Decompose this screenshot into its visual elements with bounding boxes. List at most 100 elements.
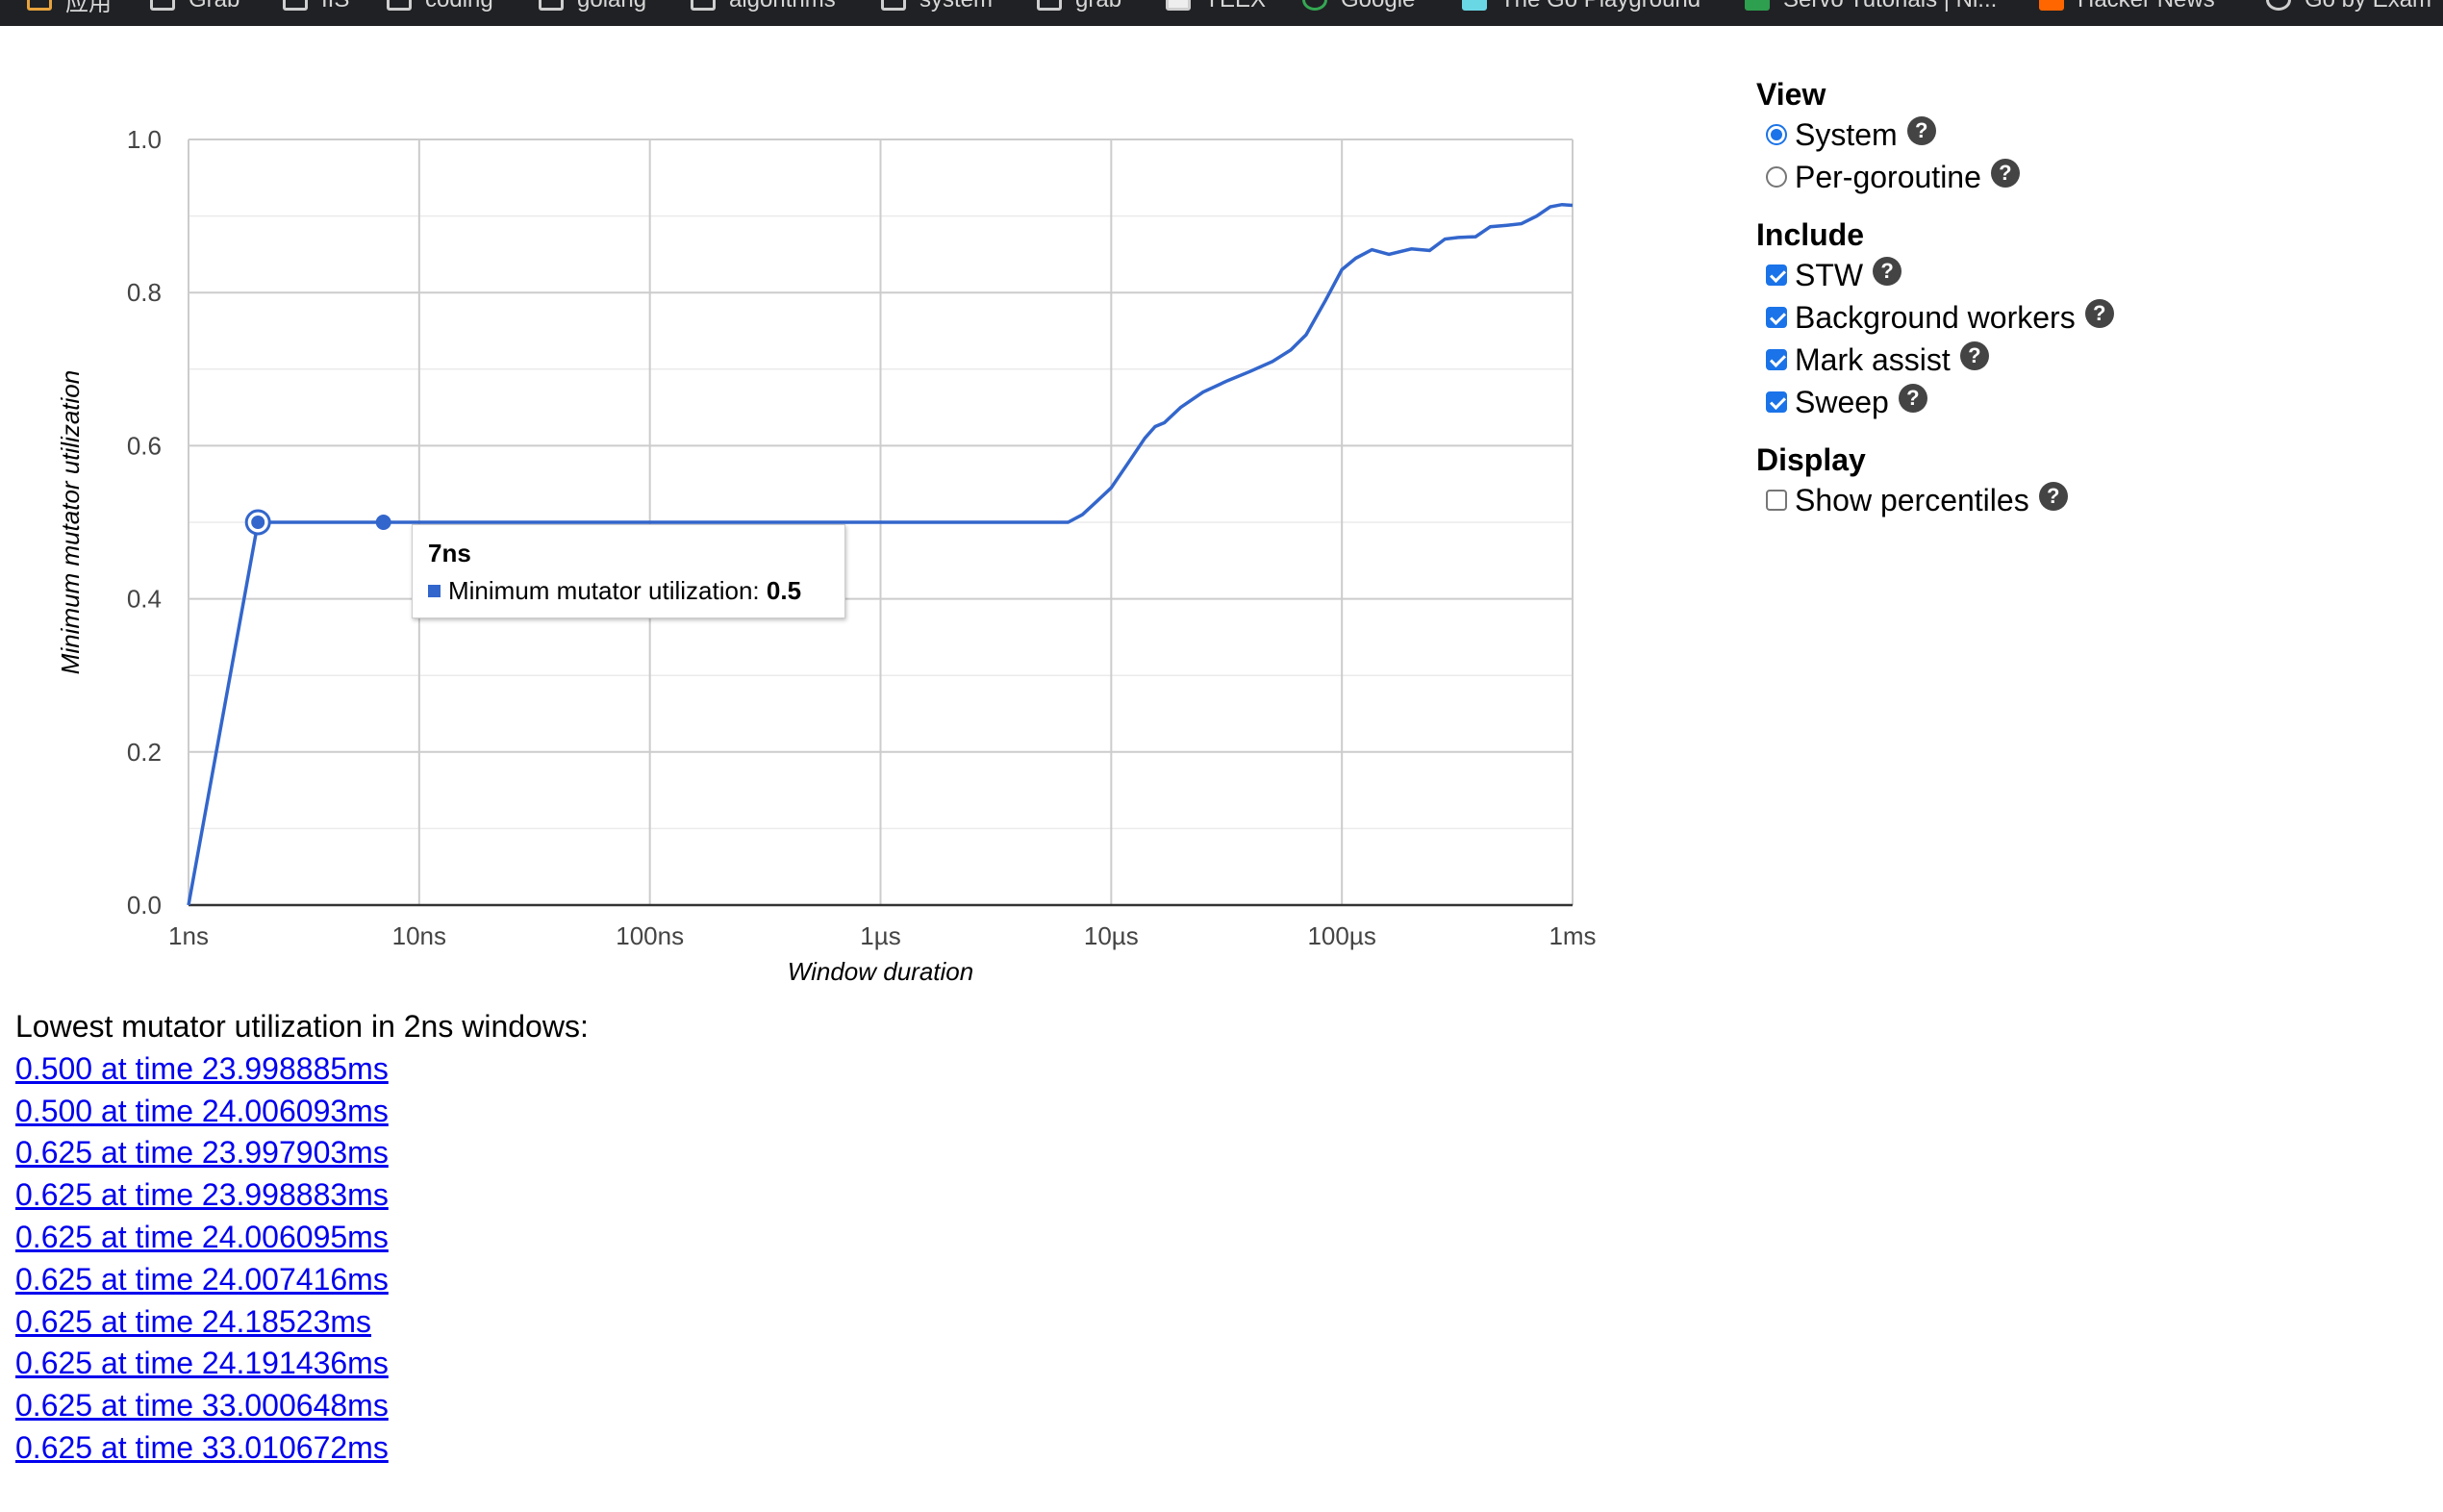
stw-checkbox[interactable] [1766, 265, 1787, 286]
x-tick-label: 1ns [168, 921, 209, 950]
bookmark-servo-tutorials[interactable]: Servo Tutorials | Ni... [1745, 0, 1997, 17]
results-list: Lowest mutator utilization in 2ns window… [15, 1006, 589, 1470]
bookmark-label: golang [577, 0, 646, 13]
result-link[interactable]: 0.625 at time 23.998883ms [15, 1177, 389, 1213]
shield-icon [1745, 0, 1770, 11]
help-icon[interactable]: ? [2038, 482, 2068, 511]
background-workers-checkbox[interactable] [1766, 307, 1787, 328]
include-mark-assist-option[interactable]: Mark assist ? [1756, 339, 2114, 381]
result-link[interactable]: 0.625 at time 24.006095ms [15, 1219, 389, 1254]
bookmark-label: The Go Playground [1500, 0, 1700, 13]
google-icon [1302, 0, 1327, 11]
bookmark-label: algorithms [729, 0, 836, 13]
bookmark-system-folder[interactable]: system [881, 0, 993, 17]
chart-tick-labels: 0.0 0.2 0.4 0.6 0.8 1.0 1ns 10ns 100ns 1µs 10µs 100… [127, 125, 1597, 950]
result-link[interactable]: 0.500 at time 23.998885ms [15, 1050, 389, 1086]
bookmark-bar: 应用 Grab IIS coding golang algorithms sys… [0, 0, 2443, 26]
view-heading: View [1756, 77, 1826, 112]
bookmark-yeex[interactable]: YEEX [1166, 0, 1266, 17]
folder-icon [387, 0, 412, 11]
help-icon[interactable]: ? [2084, 299, 2114, 328]
include-heading: Include [1756, 217, 1865, 252]
bookmark-icon [1166, 0, 1191, 11]
bookmark-grab2-folder[interactable]: grab [1037, 0, 1121, 17]
result-link[interactable]: 0.625 at time 24.007416ms [15, 1261, 389, 1297]
bookmark-label: coding [425, 0, 493, 13]
result-link[interactable]: 0.625 at time 23.997903ms [15, 1135, 389, 1171]
view-per-goroutine-option[interactable]: Per-goroutine ? [1756, 156, 2114, 198]
sweep-label[interactable]: Sweep [1795, 384, 1889, 419]
options-panel: View System ? Per-goroutine ? Include ST… [1756, 75, 2114, 539]
per-goroutine-radio[interactable] [1766, 166, 1787, 188]
y-tick-label: 0.0 [127, 891, 162, 920]
tooltip-title: 7ns [428, 539, 471, 567]
stw-label[interactable]: STW [1795, 257, 1864, 292]
bookmark-go-by-example[interactable]: Go by Exam [2266, 0, 2431, 17]
include-stw-option[interactable]: STW ? [1756, 254, 2114, 296]
bookmark-go-playground[interactable]: The Go Playground [1462, 0, 1700, 17]
bookmark-label: system [919, 0, 993, 13]
bookmark-algorithms-folder[interactable]: algorithms [691, 0, 836, 17]
mark-assist-label[interactable]: Mark assist [1795, 341, 1951, 377]
bookmark-iis-folder[interactable]: IIS [283, 0, 349, 17]
folder-icon [150, 0, 175, 11]
x-tick-label: 1ms [1549, 921, 1596, 950]
help-icon[interactable]: ? [1990, 159, 2020, 188]
display-show-percentiles-option[interactable]: Show percentiles ? [1756, 479, 2114, 521]
bookmark-coding-folder[interactable]: coding [387, 0, 493, 17]
help-icon[interactable]: ? [1959, 341, 1989, 370]
result-link[interactable]: 0.625 at time 24.18523ms [15, 1303, 372, 1339]
bookmark-label: YEEX [1204, 0, 1266, 13]
x-tick-label: 10µs [1084, 921, 1139, 950]
background-workers-label[interactable]: Background workers [1795, 299, 2076, 335]
result-link[interactable]: 0.625 at time 33.000648ms [15, 1388, 389, 1424]
result-link[interactable]: 0.625 at time 24.191436ms [15, 1346, 389, 1381]
help-icon[interactable]: ? [1898, 384, 1927, 413]
help-icon[interactable]: ? [1873, 257, 1902, 286]
help-icon[interactable]: ? [1906, 116, 1936, 145]
folder-icon [881, 0, 906, 11]
bookmark-apps[interactable]: 应用 [27, 0, 112, 17]
per-goroutine-label[interactable]: Per-goroutine [1795, 159, 1981, 194]
x-axis-label: Window duration [788, 957, 973, 986]
chart-markers [244, 509, 391, 536]
view-group: View System ? Per-goroutine ? [1756, 75, 2114, 198]
bookmark-label: Go by Exam [2304, 0, 2431, 13]
include-background-workers-option[interactable]: Background workers ? [1756, 296, 2114, 339]
bookmark-grab-folder[interactable]: Grab [150, 0, 239, 17]
y-tick-label: 1.0 [127, 125, 162, 154]
bookmark-label: Grab [189, 0, 239, 13]
x-tick-label: 100ns [616, 921, 684, 950]
system-radio[interactable] [1766, 124, 1787, 145]
result-link[interactable]: 0.500 at time 24.006093ms [15, 1093, 389, 1128]
github-icon [2266, 0, 2291, 11]
x-tick-label: 1µs [860, 921, 900, 950]
series-line-minimum-mutator-utilization [187, 202, 1574, 906]
data-point-hovered[interactable] [375, 515, 391, 530]
bookmark-golang-folder[interactable]: golang [539, 0, 646, 17]
view-system-option[interactable]: System ? [1756, 113, 2114, 156]
folder-icon [1037, 0, 1062, 11]
y-tick-label: 0.6 [127, 431, 162, 460]
series-swatch [428, 585, 441, 597]
data-point-ring-center [251, 516, 265, 529]
folder-icon [539, 0, 564, 11]
bookmark-google[interactable]: Google [1302, 0, 1415, 17]
bookmark-hacker-news[interactable]: Hacker News [2039, 0, 2215, 17]
gopher-icon [1462, 0, 1487, 11]
include-sweep-option[interactable]: Sweep ? [1756, 381, 2114, 423]
display-heading: Display [1756, 442, 1866, 477]
show-percentiles-label[interactable]: Show percentiles [1795, 482, 2029, 517]
bookmark-label: Google [1341, 0, 1415, 13]
folder-icon [691, 0, 716, 11]
display-group: Display Show percentiles ? [1756, 441, 2114, 521]
show-percentiles-checkbox[interactable] [1766, 490, 1787, 511]
y-tick-label: 0.8 [127, 278, 162, 307]
mark-assist-checkbox[interactable] [1766, 349, 1787, 370]
bookmark-label: 应用 [65, 0, 112, 16]
result-link[interactable]: 0.625 at time 33.010672ms [15, 1429, 389, 1465]
system-label[interactable]: System [1795, 116, 1898, 152]
sweep-checkbox[interactable] [1766, 391, 1787, 413]
folder-icon [283, 0, 308, 11]
results-heading: Lowest mutator utilization in 2ns window… [15, 1009, 589, 1044]
